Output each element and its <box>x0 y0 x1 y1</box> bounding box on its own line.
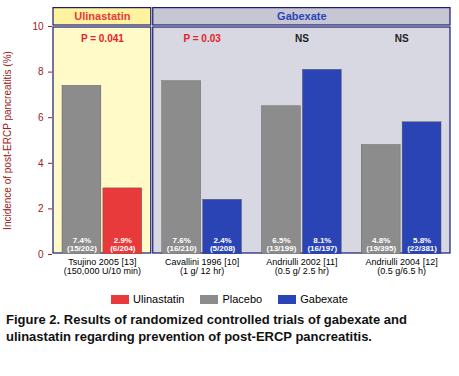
svg-text:Gabexate: Gabexate <box>277 10 327 22</box>
svg-text:NS: NS <box>295 33 309 44</box>
svg-text:2.9%(6/204): 2.9%(6/204) <box>110 236 136 253</box>
html-text:Gabexate: Gabexate <box>300 293 348 305</box>
svg-text:8: 8 <box>38 66 44 77</box>
svg-text:10: 10 <box>32 21 44 32</box>
svg-text:Tsujino 2005 [13](150,000 U/10: Tsujino 2005 [13](150,000 U/10 min) <box>64 257 141 276</box>
svg-text:6: 6 <box>38 112 44 123</box>
svg-text:Cavallini 1996 [10](1 g/ 12 hr: Cavallini 1996 [10](1 g/ 12 hr) <box>165 257 239 276</box>
svg-text:2: 2 <box>38 203 44 214</box>
svg-text:2.4%(5/208): 2.4%(5/208) <box>210 236 236 253</box>
svg-text:0: 0 <box>38 249 44 260</box>
html-text:Placebo: Placebo <box>222 293 263 305</box>
svg-text:8.1%(16/197): 8.1%(16/197) <box>307 236 337 253</box>
svg-text:Ulinastatin: Ulinastatin <box>74 10 131 22</box>
svg-text:4.8%(19/395): 4.8%(19/395) <box>366 236 396 253</box>
svg-text:Andriulli 2002 [11](0.5 g/ 2.5: Andriulli 2002 [11](0.5 g/ 2.5 hr) <box>266 257 337 276</box>
svg-text:4: 4 <box>38 158 44 169</box>
svg-text:Incidence of post-ERCP pancrea: Incidence of post-ERCP pancreatitis (%) <box>2 51 13 230</box>
svg-text:7.6%(16/210): 7.6%(16/210) <box>167 236 197 253</box>
svg-text:P = 0.03: P = 0.03 <box>183 33 221 44</box>
svg-text:NS: NS <box>395 33 409 44</box>
svg-text:6.5%(13/199): 6.5%(13/199) <box>267 236 297 253</box>
svg-text:P = 0.041: P = 0.041 <box>81 33 124 44</box>
html-text:Ulinastatin: Ulinastatin <box>133 293 185 305</box>
svg-text:5.8%(22/381): 5.8%(22/381) <box>407 236 437 253</box>
html-text:Figure 2. Results of randomize: Figure 2. Results of randomized controll… <box>6 312 407 344</box>
svg-text:7.4%(15/202): 7.4%(15/202) <box>67 236 97 253</box>
svg-text:Andriulli 2004 [12](0.5 g/6.5: Andriulli 2004 [12](0.5 g/6.5 h) <box>366 257 438 276</box>
